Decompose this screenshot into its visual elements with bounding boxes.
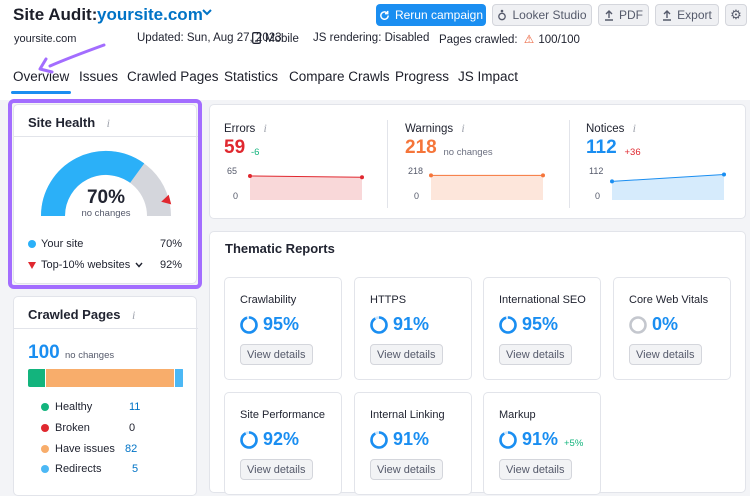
report-name: Internal Linking (370, 409, 445, 421)
progress-ring-icon (240, 316, 258, 334)
progress-ring-icon (240, 431, 258, 449)
sparkline-point (610, 179, 614, 183)
progress-ring-icon (499, 431, 517, 449)
report-markup[interactable]: Markup 91% +5% View details (483, 392, 601, 495)
view-details-button[interactable]: View details (629, 344, 702, 365)
progress-ring-icon (499, 316, 517, 334)
view-details-button[interactable]: View details (499, 344, 572, 365)
report-score: 0% (652, 314, 678, 335)
thematic-title: Thematic Reports (225, 241, 335, 256)
report-https[interactable]: HTTPS 91% View details (354, 277, 472, 380)
view-details-button[interactable]: View details (240, 459, 313, 480)
view-details-button[interactable]: View details (370, 344, 443, 365)
sparkline-point (722, 173, 726, 177)
view-details-button[interactable]: View details (499, 459, 572, 480)
report-name: International SEO (499, 294, 586, 306)
view-details-button[interactable]: View details (240, 344, 313, 365)
view-details-button[interactable]: View details (370, 459, 443, 480)
report-name: Markup (499, 409, 536, 421)
report-site-performance[interactable]: Site Performance 92% View details (224, 392, 342, 495)
report-score: 91% (393, 314, 429, 335)
report-name: Site Performance (240, 409, 325, 421)
report-score: 92% (263, 429, 299, 450)
report-name: HTTPS (370, 294, 406, 306)
report-score: 95% (263, 314, 299, 335)
progress-ring-icon (370, 431, 388, 449)
report-delta: +5% (564, 438, 583, 449)
report-core-web-vitals[interactable]: Core Web Vitals 0% View details (613, 277, 731, 380)
report-name: Core Web Vitals (629, 294, 708, 306)
report-score: 95% (522, 314, 558, 335)
progress-ring-icon (629, 316, 647, 334)
report-crawlability[interactable]: Crawlability 95% View details (224, 277, 342, 380)
progress-ring-icon (370, 316, 388, 334)
report-score: 91% (393, 429, 429, 450)
report-score: 91% (522, 429, 558, 450)
report-international-seo[interactable]: International SEO 95% View details (483, 277, 601, 380)
report-internal-linking[interactable]: Internal Linking 91% View details (354, 392, 472, 495)
report-name: Crawlability (240, 294, 296, 306)
